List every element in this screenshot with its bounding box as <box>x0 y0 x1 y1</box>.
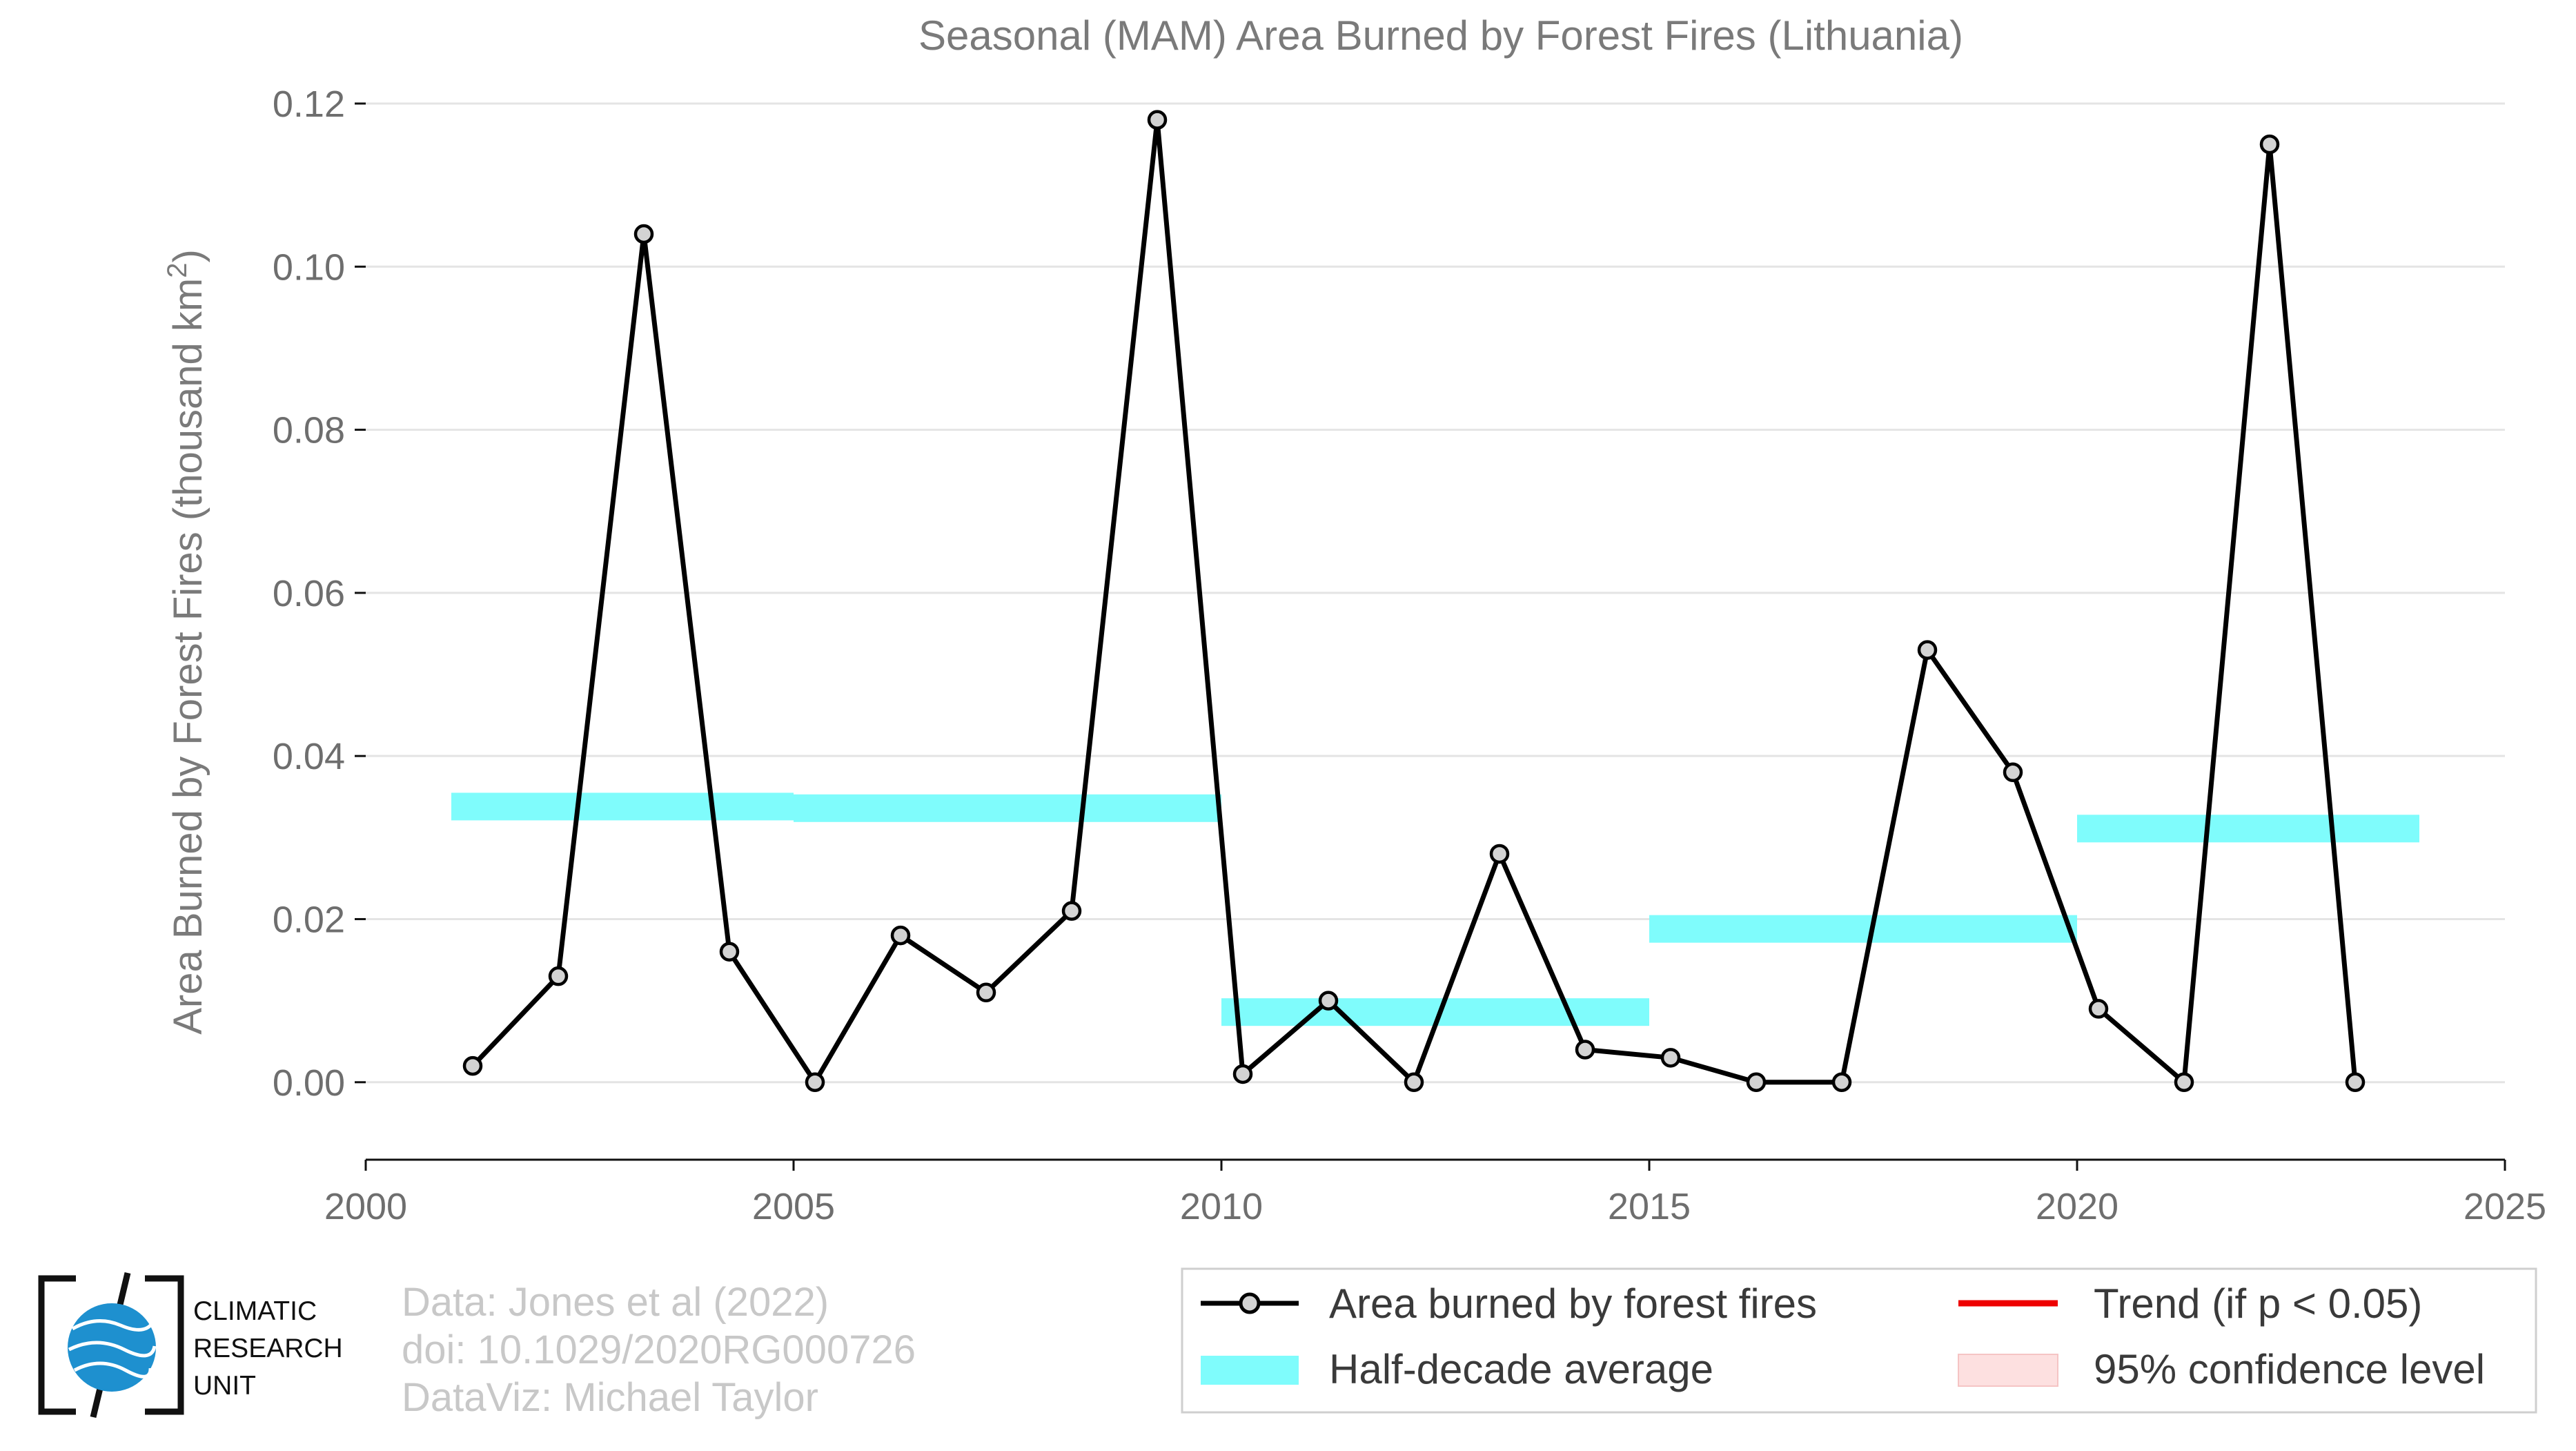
half-decade-average-bars <box>451 792 2419 1026</box>
y-tick-label: 0.08 <box>273 410 345 451</box>
data-point <box>2003 762 2023 783</box>
credit-data: Data: Jones et al (2022) <box>402 1280 829 1325</box>
area-burned-series <box>462 110 2366 1093</box>
y-tick-label: 0.02 <box>273 899 345 940</box>
y-tick-label: 0.12 <box>273 84 345 125</box>
data-point <box>1232 1064 1253 1084</box>
half-decade-bar <box>451 792 794 821</box>
legend-label-average: Half-decade average <box>1329 1346 1713 1392</box>
y-axis-label: Area Burned by Forest Fires (thousand km… <box>162 249 210 1035</box>
half-decade-bar <box>2077 815 2419 843</box>
chart-title: Seasonal (MAM) Area Burned by Forest Fir… <box>918 12 1963 59</box>
credit-doi: doi: 10.1029/2020RG000726 <box>402 1327 916 1372</box>
half-decade-bar <box>1649 915 2077 943</box>
data-point <box>890 925 911 946</box>
legend-item-average: Half-decade average <box>1201 1346 1713 1392</box>
x-tick-label: 2020 <box>2036 1186 2118 1227</box>
data-point <box>633 224 654 244</box>
x-tick-label: 2025 <box>2464 1186 2546 1227</box>
data-point <box>1489 844 1510 864</box>
logo-bracket-left <box>38 1275 76 1415</box>
data-point <box>1917 640 1938 660</box>
data-point <box>2088 999 2109 1019</box>
globe-swirl-2 <box>68 1341 157 1358</box>
legend-confidence-patch <box>1958 1354 2058 1387</box>
data-point <box>1318 991 1339 1011</box>
x-tick-label: 2005 <box>752 1186 835 1227</box>
legend-label-series: Area burned by forest fires <box>1329 1280 1817 1327</box>
x-tick-label: 2010 <box>1180 1186 1263 1227</box>
y-tick-label: 0.04 <box>273 736 345 777</box>
legend-marker-icon <box>1239 1292 1261 1314</box>
data-point <box>1147 110 1168 130</box>
data-point <box>1575 1040 1595 1060</box>
legend-item-trend: Trend (if p < 0.05) <box>1958 1280 2422 1327</box>
gridlines <box>366 102 2505 1084</box>
data-point <box>719 942 740 962</box>
globe-swirl-1 <box>71 1319 155 1332</box>
data-point <box>2174 1072 2194 1093</box>
data-point <box>2259 134 2280 155</box>
series-line <box>471 117 2358 1085</box>
legend-box <box>1181 1267 2537 1414</box>
legend-label-confidence: 95% confidence level <box>2094 1346 2485 1392</box>
data-point <box>548 966 569 986</box>
legend: Area burned by forest fires Trend (if p … <box>1181 1267 2537 1414</box>
logo-text-line1: CLIMATIC <box>193 1296 317 1326</box>
legend-item-series: Area burned by forest fires <box>1201 1280 1817 1327</box>
logo-text-line2: RESEARCH <box>193 1334 343 1363</box>
cru-logo: CLIMATIC RESEARCH UNIT <box>38 1272 343 1419</box>
legend-label-trend: Trend (if p < 0.05) <box>2094 1280 2422 1327</box>
data-point <box>805 1072 825 1093</box>
data-point <box>1831 1072 1852 1093</box>
legend-item-confidence: 95% confidence level <box>1958 1346 2485 1392</box>
data-point <box>1746 1072 1767 1093</box>
half-decade-bar <box>794 794 1221 822</box>
globe-swirl-3 <box>73 1361 153 1379</box>
credit-dataviz: DataViz: Michael Taylor <box>402 1375 818 1420</box>
y-tick-label: 0.06 <box>273 573 345 614</box>
x-tick-label: 2015 <box>1608 1186 1691 1227</box>
data-point <box>1061 901 1082 921</box>
logo-text-line3: UNIT <box>193 1371 256 1401</box>
data-point <box>976 982 996 1003</box>
data-point <box>462 1055 483 1076</box>
legend-average-patch <box>1201 1356 1299 1385</box>
y-tick-label: 0.10 <box>273 246 345 288</box>
data-point <box>1660 1048 1681 1068</box>
data-point <box>2345 1072 2366 1093</box>
tick-labels: 0.00 0.02 0.04 0.06 0.08 0.10 0.12 2000 2005 2010… <box>273 84 2546 1227</box>
x-tick-label: 2000 <box>324 1186 407 1227</box>
logo-bracket-right <box>145 1275 184 1415</box>
axes <box>355 102 2506 1171</box>
data-point <box>1404 1072 1424 1093</box>
globe-icon <box>68 1303 156 1392</box>
y-tick-label: 0.00 <box>273 1062 345 1104</box>
